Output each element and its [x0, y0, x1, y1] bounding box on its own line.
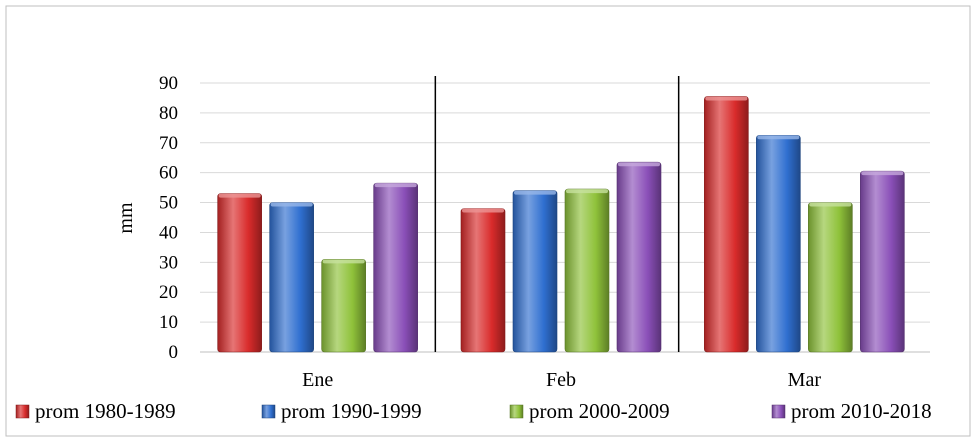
- y-tick-label: 50: [159, 193, 178, 214]
- bar-highlight: [566, 189, 608, 194]
- legend-swatch: [771, 404, 786, 419]
- bar: [564, 188, 610, 353]
- y-axis-title: mm: [115, 202, 137, 234]
- bar: [756, 135, 801, 353]
- bar-highlight: [462, 208, 504, 213]
- bar: [616, 161, 662, 353]
- bar-highlight: [861, 171, 904, 176]
- bar: [269, 202, 314, 353]
- x-axis-categories: Ene Feb Mar: [302, 369, 821, 391]
- bar: [217, 193, 262, 353]
- legend-label: prom 2010-2018: [791, 399, 932, 423]
- bar-highlight: [218, 193, 261, 198]
- bar: [373, 182, 418, 353]
- category-separators: [434, 76, 680, 352]
- bar-highlight: [374, 183, 417, 188]
- y-tick-label: 20: [159, 282, 178, 303]
- y-tick-label: 80: [159, 103, 178, 124]
- legend-swatch: [509, 404, 524, 419]
- y-tick-label: 70: [159, 133, 178, 154]
- legend: prom 1980-1989 prom 1990-1999 prom 2000-20…: [15, 399, 932, 423]
- bar-highlight: [705, 96, 748, 101]
- legend-swatch: [261, 404, 276, 419]
- bar: [321, 259, 366, 353]
- bar-highlight: [270, 202, 313, 207]
- bar: [512, 190, 558, 353]
- bar: [808, 202, 853, 353]
- y-tick-label: 40: [159, 222, 178, 243]
- bar-highlight: [809, 202, 852, 207]
- y-tick-label: 0: [169, 342, 179, 363]
- legend-label: prom 1990-1999: [281, 399, 422, 423]
- bar: [704, 96, 749, 353]
- chart-border: [5, 5, 971, 437]
- y-tick-label: 30: [159, 252, 178, 273]
- legend-label: prom 1980-1989: [35, 399, 176, 423]
- bar-highlight: [322, 259, 365, 264]
- bar-highlight: [757, 135, 800, 140]
- x-category-label: Feb: [546, 369, 576, 391]
- legend-label: prom 2000-2009: [529, 399, 670, 423]
- bar-highlight: [618, 162, 660, 167]
- y-tick-label: 60: [159, 163, 178, 184]
- bars: [217, 96, 905, 353]
- bar: [860, 170, 905, 353]
- y-tick-label: 10: [159, 312, 178, 333]
- bar-highlight: [514, 190, 556, 195]
- y-tick-label: 90: [159, 73, 178, 94]
- legend-swatch: [15, 404, 30, 419]
- bar: [460, 208, 506, 353]
- x-category-label: Ene: [302, 369, 333, 391]
- y-axis-ticks: 0 10 20 30 40 50 60 70 80 90: [159, 73, 178, 363]
- x-category-label: Mar: [788, 369, 822, 391]
